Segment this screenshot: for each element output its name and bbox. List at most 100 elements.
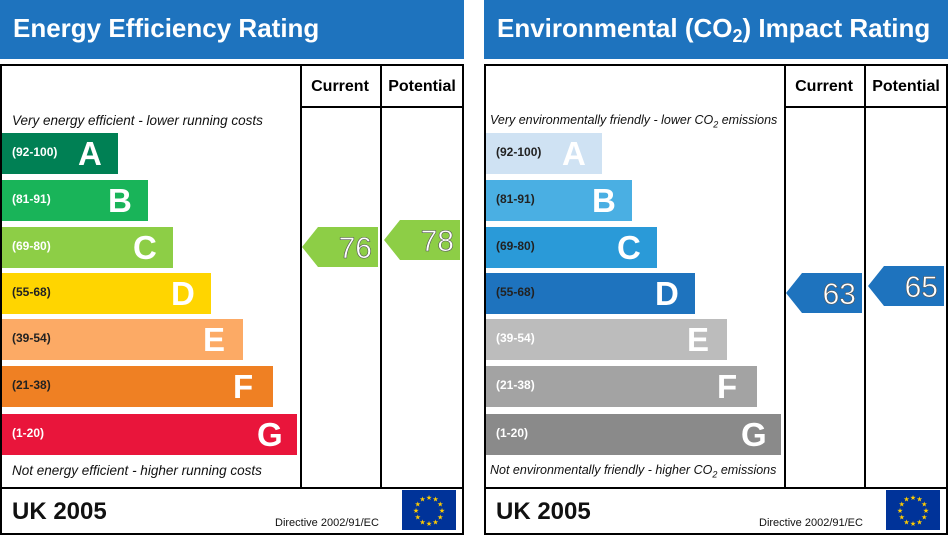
header-divider: [300, 106, 462, 108]
svg-text:★: ★: [916, 518, 922, 526]
current-arrow: 63: [786, 273, 862, 313]
rating-band-b: (81-91) B: [486, 180, 632, 221]
svg-text:★: ★: [921, 501, 927, 509]
rating-band-a: (92-100) A: [2, 133, 118, 174]
band-letter: F: [233, 368, 254, 405]
band-range-label: (55-68): [496, 285, 535, 299]
band-letter: B: [592, 182, 616, 219]
footer-divider: [2, 487, 462, 489]
rating-band-c: (69-80) C: [2, 227, 173, 268]
potential-arrow-value: 65: [905, 271, 938, 304]
potential-arrow: 65: [868, 266, 944, 306]
rating-band-c: (69-80) C: [486, 227, 657, 268]
current-arrow-value: 76: [339, 232, 372, 265]
band-range-label: (39-54): [496, 331, 535, 345]
eu-flag-icon: ★ ★ ★ ★ ★ ★ ★ ★ ★ ★ ★ ★: [886, 490, 940, 530]
column-header-current: Current: [311, 78, 369, 95]
current-arrow: 76: [302, 227, 378, 267]
rating-band-g: (1-20) G: [486, 414, 781, 455]
panel-title: Environmental (CO2) Impact Rating: [497, 13, 931, 46]
panel-header: Environmental (CO2) Impact Rating: [484, 0, 948, 59]
rating-arrows: 63 65: [786, 266, 944, 313]
band-range-label: (21-38): [496, 378, 535, 392]
svg-text:★: ★: [903, 518, 909, 526]
band-range-label: (69-80): [12, 239, 51, 253]
svg-text:★: ★: [415, 514, 421, 522]
band-range-label: (69-80): [496, 239, 535, 253]
svg-text:★: ★: [413, 507, 419, 515]
band-range-label: (21-38): [12, 378, 51, 392]
bottom-note: Not environmentally friendly - higher CO…: [490, 463, 777, 480]
svg-text:★: ★: [921, 514, 927, 522]
band-letter: D: [655, 275, 679, 312]
band-range-label: (81-91): [12, 192, 51, 206]
rating-arrows: 76 78: [302, 220, 460, 267]
divider-current: [300, 66, 302, 487]
band-letter: F: [717, 368, 738, 405]
svg-text:★: ★: [897, 507, 903, 515]
svg-text:★: ★: [426, 520, 432, 528]
current-arrow-value: 63: [823, 278, 856, 311]
footer-directive: Directive 2002/91/EC: [275, 517, 379, 529]
svg-text:★: ★: [415, 501, 421, 509]
rating-band-b: (81-91) B: [2, 180, 148, 221]
svg-text:★: ★: [903, 496, 909, 504]
band-letter: A: [562, 135, 586, 172]
header-divider: [784, 106, 946, 108]
divider-potential: [380, 66, 382, 487]
svg-text:★: ★: [432, 496, 438, 504]
band-letter: E: [203, 321, 226, 358]
bottom-note: Not energy efficient - higher running co…: [12, 463, 262, 478]
rating-frame: Current Potential Very environmentally f…: [484, 64, 948, 535]
panel-title: Energy Efficiency Rating: [13, 13, 320, 43]
rating-band-f: (21-38) F: [2, 366, 273, 407]
svg-text:★: ★: [916, 496, 922, 504]
svg-text:★: ★: [439, 507, 445, 515]
svg-text:★: ★: [437, 501, 443, 509]
column-header-potential: Potential: [388, 78, 456, 95]
potential-arrow-value: 78: [421, 225, 454, 258]
rating-frame: Current Potential Very energy efficient …: [0, 64, 464, 535]
svg-text:★: ★: [419, 496, 425, 504]
svg-text:★: ★: [426, 494, 432, 502]
rating-band-d: (55-68) D: [2, 273, 211, 314]
top-note: Very environmentally friendly - lower CO…: [490, 113, 778, 130]
svg-text:★: ★: [923, 507, 929, 515]
rating-band-a: (92-100) A: [486, 133, 602, 174]
rating-band-e: (39-54) E: [486, 319, 727, 360]
svg-text:★: ★: [899, 514, 905, 522]
rating-band-d: (55-68) D: [486, 273, 695, 314]
rating-band-e: (39-54) E: [2, 319, 243, 360]
band-letter: E: [687, 321, 710, 358]
svg-text:★: ★: [419, 518, 425, 526]
band-letter: A: [78, 135, 102, 172]
footer-region: UK 2005: [12, 498, 107, 525]
svg-text:★: ★: [899, 501, 905, 509]
divider-potential: [864, 66, 866, 487]
band-letter: B: [108, 182, 132, 219]
band-range-label: (1-20): [12, 426, 45, 440]
potential-arrow: 78: [384, 220, 460, 260]
footer-divider: [486, 487, 946, 489]
band-range-label: (92-100): [496, 145, 542, 159]
environmental-impact-panel: Environmental (CO2) Impact Rating Curren…: [484, 0, 948, 536]
footer-directive: Directive 2002/91/EC: [759, 517, 863, 529]
panel-header: Energy Efficiency Rating: [0, 0, 464, 59]
band-range-label: (1-20): [496, 426, 529, 440]
footer-region: UK 2005: [496, 498, 591, 525]
rating-band-g: (1-20) G: [2, 414, 297, 455]
divider-current: [784, 66, 786, 487]
svg-text:★: ★: [910, 520, 916, 528]
svg-text:★: ★: [432, 518, 438, 526]
eu-flag-icon: ★ ★ ★ ★ ★ ★ ★ ★ ★ ★ ★ ★: [402, 490, 456, 530]
top-note: Very energy efficient - lower running co…: [12, 113, 263, 128]
band-letter: C: [133, 229, 157, 266]
rating-band-f: (21-38) F: [486, 366, 757, 407]
column-header-current: Current: [795, 78, 853, 95]
svg-text:★: ★: [910, 494, 916, 502]
band-letter: G: [741, 416, 767, 453]
band-range-label: (81-91): [496, 192, 535, 206]
band-range-label: (55-68): [12, 285, 51, 299]
band-letter: G: [257, 416, 283, 453]
band-range-label: (39-54): [12, 331, 51, 345]
